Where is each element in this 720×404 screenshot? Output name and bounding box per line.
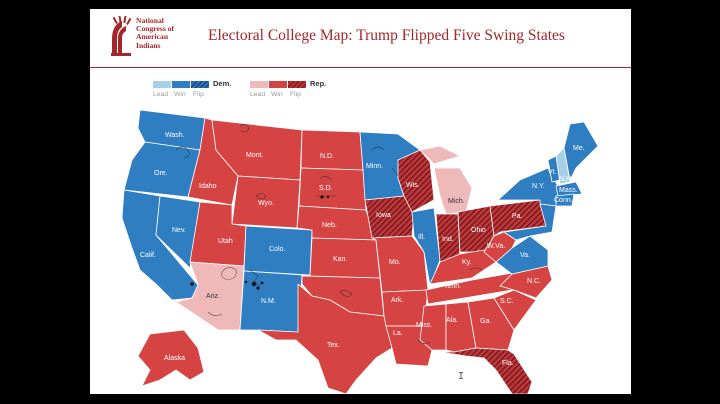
- state-ga: [467, 297, 515, 351]
- label-me: Me.: [573, 145, 585, 152]
- state-conn: [555, 193, 575, 207]
- legend-item-label: Lead: [250, 91, 266, 98]
- legend-rep-label: Rep.: [310, 79, 327, 88]
- label-ohio: Ohio: [471, 227, 486, 234]
- state-labels: Wash. Ore. Calif. Nev. Idaho Mont. Wyo. …: [140, 132, 585, 367]
- label-wash: Wash.: [165, 132, 185, 139]
- state-fla: [439, 347, 533, 394]
- state-nev: [155, 195, 201, 269]
- county-blue-clusters: [190, 195, 330, 290]
- label-minn: Minn.: [366, 163, 383, 170]
- label-colo: Colo.: [269, 246, 285, 253]
- state-alaska: [137, 329, 205, 387]
- ncai-logo-text: National Congress of American Indians: [136, 16, 175, 50]
- ncai-logo: [111, 15, 132, 56]
- state-sc: [493, 289, 537, 331]
- legend-dem-label: Dem.: [213, 79, 232, 88]
- legend-item-label: Win: [271, 91, 283, 98]
- state-me: [563, 121, 599, 181]
- label-ala: Ala.: [446, 317, 458, 324]
- label-fla: Fla.: [502, 360, 514, 367]
- label-kan: Kan.: [333, 256, 347, 263]
- label-mo: Mo.: [389, 259, 401, 266]
- label-wyo: Wyo.: [258, 200, 274, 207]
- label-tenn: Tenn.: [444, 283, 461, 290]
- label-mich: Mich.: [448, 198, 465, 205]
- state-ark: [381, 289, 429, 327]
- state-nd: [300, 129, 364, 171]
- map-legend: Dem. Lead Win Flip Rep. Lead Win Flip: [150, 77, 330, 103]
- county-outlines: [175, 124, 483, 344]
- logo-line: American: [136, 32, 169, 42]
- legend-item-label: Flip: [193, 91, 204, 98]
- legend-swatch-rep-lead: [250, 81, 268, 88]
- legend-swatch-dem-lead: [153, 81, 171, 88]
- label-nm: N.M.: [261, 298, 276, 305]
- logo-line: National: [136, 16, 164, 25]
- label-nc: N.C.: [527, 278, 541, 285]
- label-sd: S.D.: [319, 185, 333, 192]
- us-electoral-map: Wash. Ore. Calif. Nev. Idaho Mont. Wyo. …: [121, 109, 599, 394]
- label-conn: Conn.: [554, 197, 573, 204]
- label-mass: Mass.: [559, 187, 578, 194]
- slide-title: Electoral College Map: Trump Flipped Fiv…: [208, 27, 565, 44]
- slide-header: National Congress of American Indians El…: [90, 9, 631, 67]
- state-ore: [123, 141, 201, 198]
- label-miss: Miss.: [416, 322, 432, 329]
- state-ky: [429, 249, 497, 285]
- label-nh: N.H.: [559, 176, 573, 183]
- logo-line: Indians: [136, 40, 161, 50]
- legend-swatch-rep-flip: [288, 81, 306, 88]
- label-utah: Utah: [218, 238, 233, 245]
- label-ore: Ore.: [154, 170, 168, 177]
- header-divider: [90, 67, 631, 68]
- state-miss: [419, 303, 447, 351]
- legend-item-label: Win: [174, 91, 186, 98]
- label-neb: Neb.: [322, 222, 337, 229]
- state-nj-md: [503, 203, 557, 241]
- label-calif: Calif.: [140, 252, 156, 259]
- label-ny: N.Y.: [532, 183, 545, 190]
- label-iowa: Iowa: [376, 212, 391, 219]
- label-ariz: Ariz.: [206, 293, 220, 300]
- label-vt: Vt.: [548, 169, 557, 176]
- label-ky: Ky.: [462, 259, 472, 266]
- label-wva: W.Va.: [487, 243, 505, 250]
- legend-item-label: Lead: [153, 91, 169, 98]
- label-sc: S.C.: [500, 298, 514, 305]
- legend-swatch-dem-flip: [191, 81, 209, 88]
- state-mich: [433, 167, 473, 215]
- label-alaska: Alaska: [164, 355, 185, 362]
- label-wis: Wis.: [406, 182, 420, 189]
- text-cursor-icon: I: [458, 371, 465, 382]
- label-ind: Ind.: [442, 236, 454, 243]
- label-nd: N.D.: [320, 153, 334, 160]
- label-ill: Ill.: [418, 234, 425, 241]
- label-la: La.: [393, 330, 403, 337]
- label-nev: Nev.: [172, 227, 186, 234]
- label-tex: Tex.: [327, 342, 340, 349]
- presentation-slide: National Congress of American Indians El…: [90, 9, 631, 394]
- label-ga: Ga.: [480, 318, 491, 325]
- legend-swatch-dem-win: [172, 81, 190, 88]
- label-mont: Mont.: [246, 152, 264, 159]
- legend-item-label: Flip: [290, 91, 301, 98]
- state-mich-up: [419, 145, 461, 165]
- state-mass: [555, 181, 583, 197]
- label-ark: Ark.: [391, 297, 404, 304]
- label-idaho: Idaho: [199, 183, 217, 190]
- label-va: Va.: [520, 252, 530, 259]
- label-pa: Pa.: [512, 213, 523, 220]
- state-ill: [411, 207, 441, 287]
- state-nh: [555, 147, 571, 185]
- state-tex: [257, 283, 393, 394]
- logo-line: Congress of: [136, 24, 175, 34]
- legend-swatch-rep-win: [269, 81, 287, 88]
